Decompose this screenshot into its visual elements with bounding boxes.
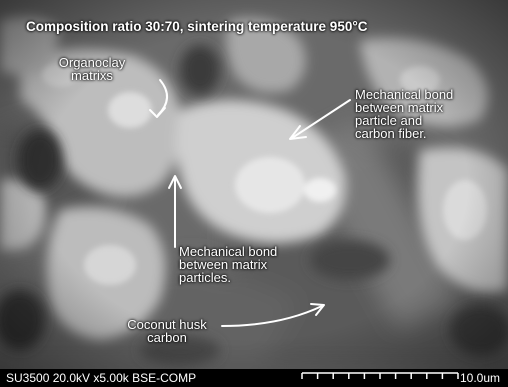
label-line: between matrix	[179, 257, 268, 272]
label-line: Coconut husk	[127, 317, 207, 332]
arrowhead-coconut-husk	[310, 303, 325, 316]
info-bar: SU3500 20.0kV x5.00k BSE-COMP 10.0um	[0, 369, 508, 387]
instrument-info: SU3500 20.0kV x5.00k BSE-COMP	[6, 371, 197, 385]
label-organoclay-matrix: Organoclay matrixs	[28, 56, 156, 82]
caption-title: Composition ratio 30:70, sintering tempe…	[26, 19, 368, 34]
vignette	[0, 0, 508, 369]
label-mechanical-bond-particles: Mechanical bond between matrix particles…	[179, 245, 277, 284]
label-line: Mechanical bond	[355, 87, 454, 102]
label-line: between matrix	[355, 100, 444, 115]
label-line: particles.	[179, 270, 232, 285]
arrow-coconut-husk	[221, 305, 323, 327]
arrow-mechanical-bond-fiber	[291, 99, 351, 139]
arrowhead-mechanical-bond-fiber	[289, 125, 307, 140]
label-line: Organoclay	[58, 55, 126, 70]
arrowhead-organoclay	[149, 107, 166, 118]
arrowhead-mechanical-bond-particles	[168, 175, 182, 189]
annotation-arrows	[149, 79, 351, 327]
label-line: carbon fiber.	[355, 126, 427, 141]
label-line: carbon	[147, 330, 187, 345]
label-coconut-husk-carbon: Coconut husk carbon	[117, 318, 217, 344]
scale-label: 10.0um	[459, 371, 500, 385]
label-line: Mechanical bond	[179, 244, 278, 259]
label-mechanical-bond-fiber: Mechanical bond between matrix particle …	[355, 88, 453, 140]
label-line: matrixs	[71, 68, 113, 83]
scale-bar	[301, 372, 459, 379]
sem-image	[0, 0, 508, 369]
label-line: particle and	[355, 113, 423, 128]
